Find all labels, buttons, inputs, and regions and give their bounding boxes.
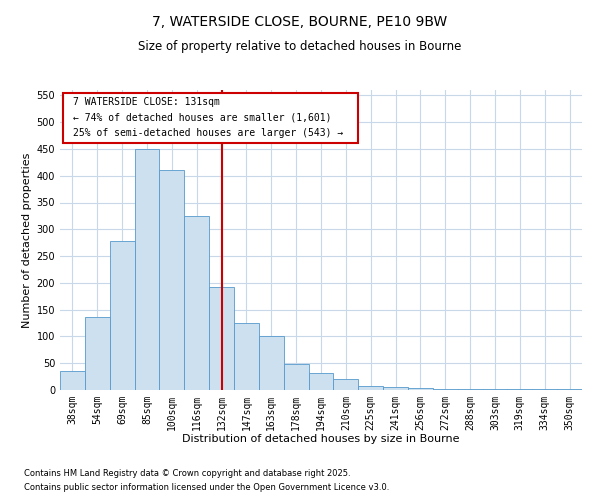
Bar — [110, 241, 134, 390]
Bar — [209, 287, 234, 390]
Text: ← 74% of detached houses are smaller (1,601): ← 74% of detached houses are smaller (1,… — [73, 112, 332, 122]
Bar — [358, 386, 383, 390]
Bar — [259, 336, 284, 390]
Text: Contains HM Land Registry data © Crown copyright and database right 2025.: Contains HM Land Registry data © Crown c… — [24, 468, 350, 477]
Bar — [433, 389, 458, 390]
Text: Size of property relative to detached houses in Bourne: Size of property relative to detached ho… — [139, 40, 461, 53]
Text: 7, WATERSIDE CLOSE, BOURNE, PE10 9BW: 7, WATERSIDE CLOSE, BOURNE, PE10 9BW — [152, 15, 448, 29]
Y-axis label: Number of detached properties: Number of detached properties — [22, 152, 32, 328]
Bar — [60, 371, 85, 390]
Bar — [234, 323, 259, 390]
Bar — [160, 170, 184, 390]
X-axis label: Distribution of detached houses by size in Bourne: Distribution of detached houses by size … — [182, 434, 460, 444]
Bar — [85, 316, 110, 390]
Bar — [383, 388, 408, 390]
Bar — [408, 388, 433, 390]
Bar — [334, 380, 358, 390]
Bar — [134, 149, 160, 390]
Text: 25% of semi-detached houses are larger (543) →: 25% of semi-detached houses are larger (… — [73, 128, 343, 138]
Text: Contains public sector information licensed under the Open Government Licence v3: Contains public sector information licen… — [24, 484, 389, 492]
Bar — [284, 364, 308, 390]
Bar — [308, 373, 334, 390]
Text: 7 WATERSIDE CLOSE: 131sqm: 7 WATERSIDE CLOSE: 131sqm — [73, 96, 220, 106]
Bar — [184, 216, 209, 390]
FancyBboxPatch shape — [62, 93, 358, 142]
